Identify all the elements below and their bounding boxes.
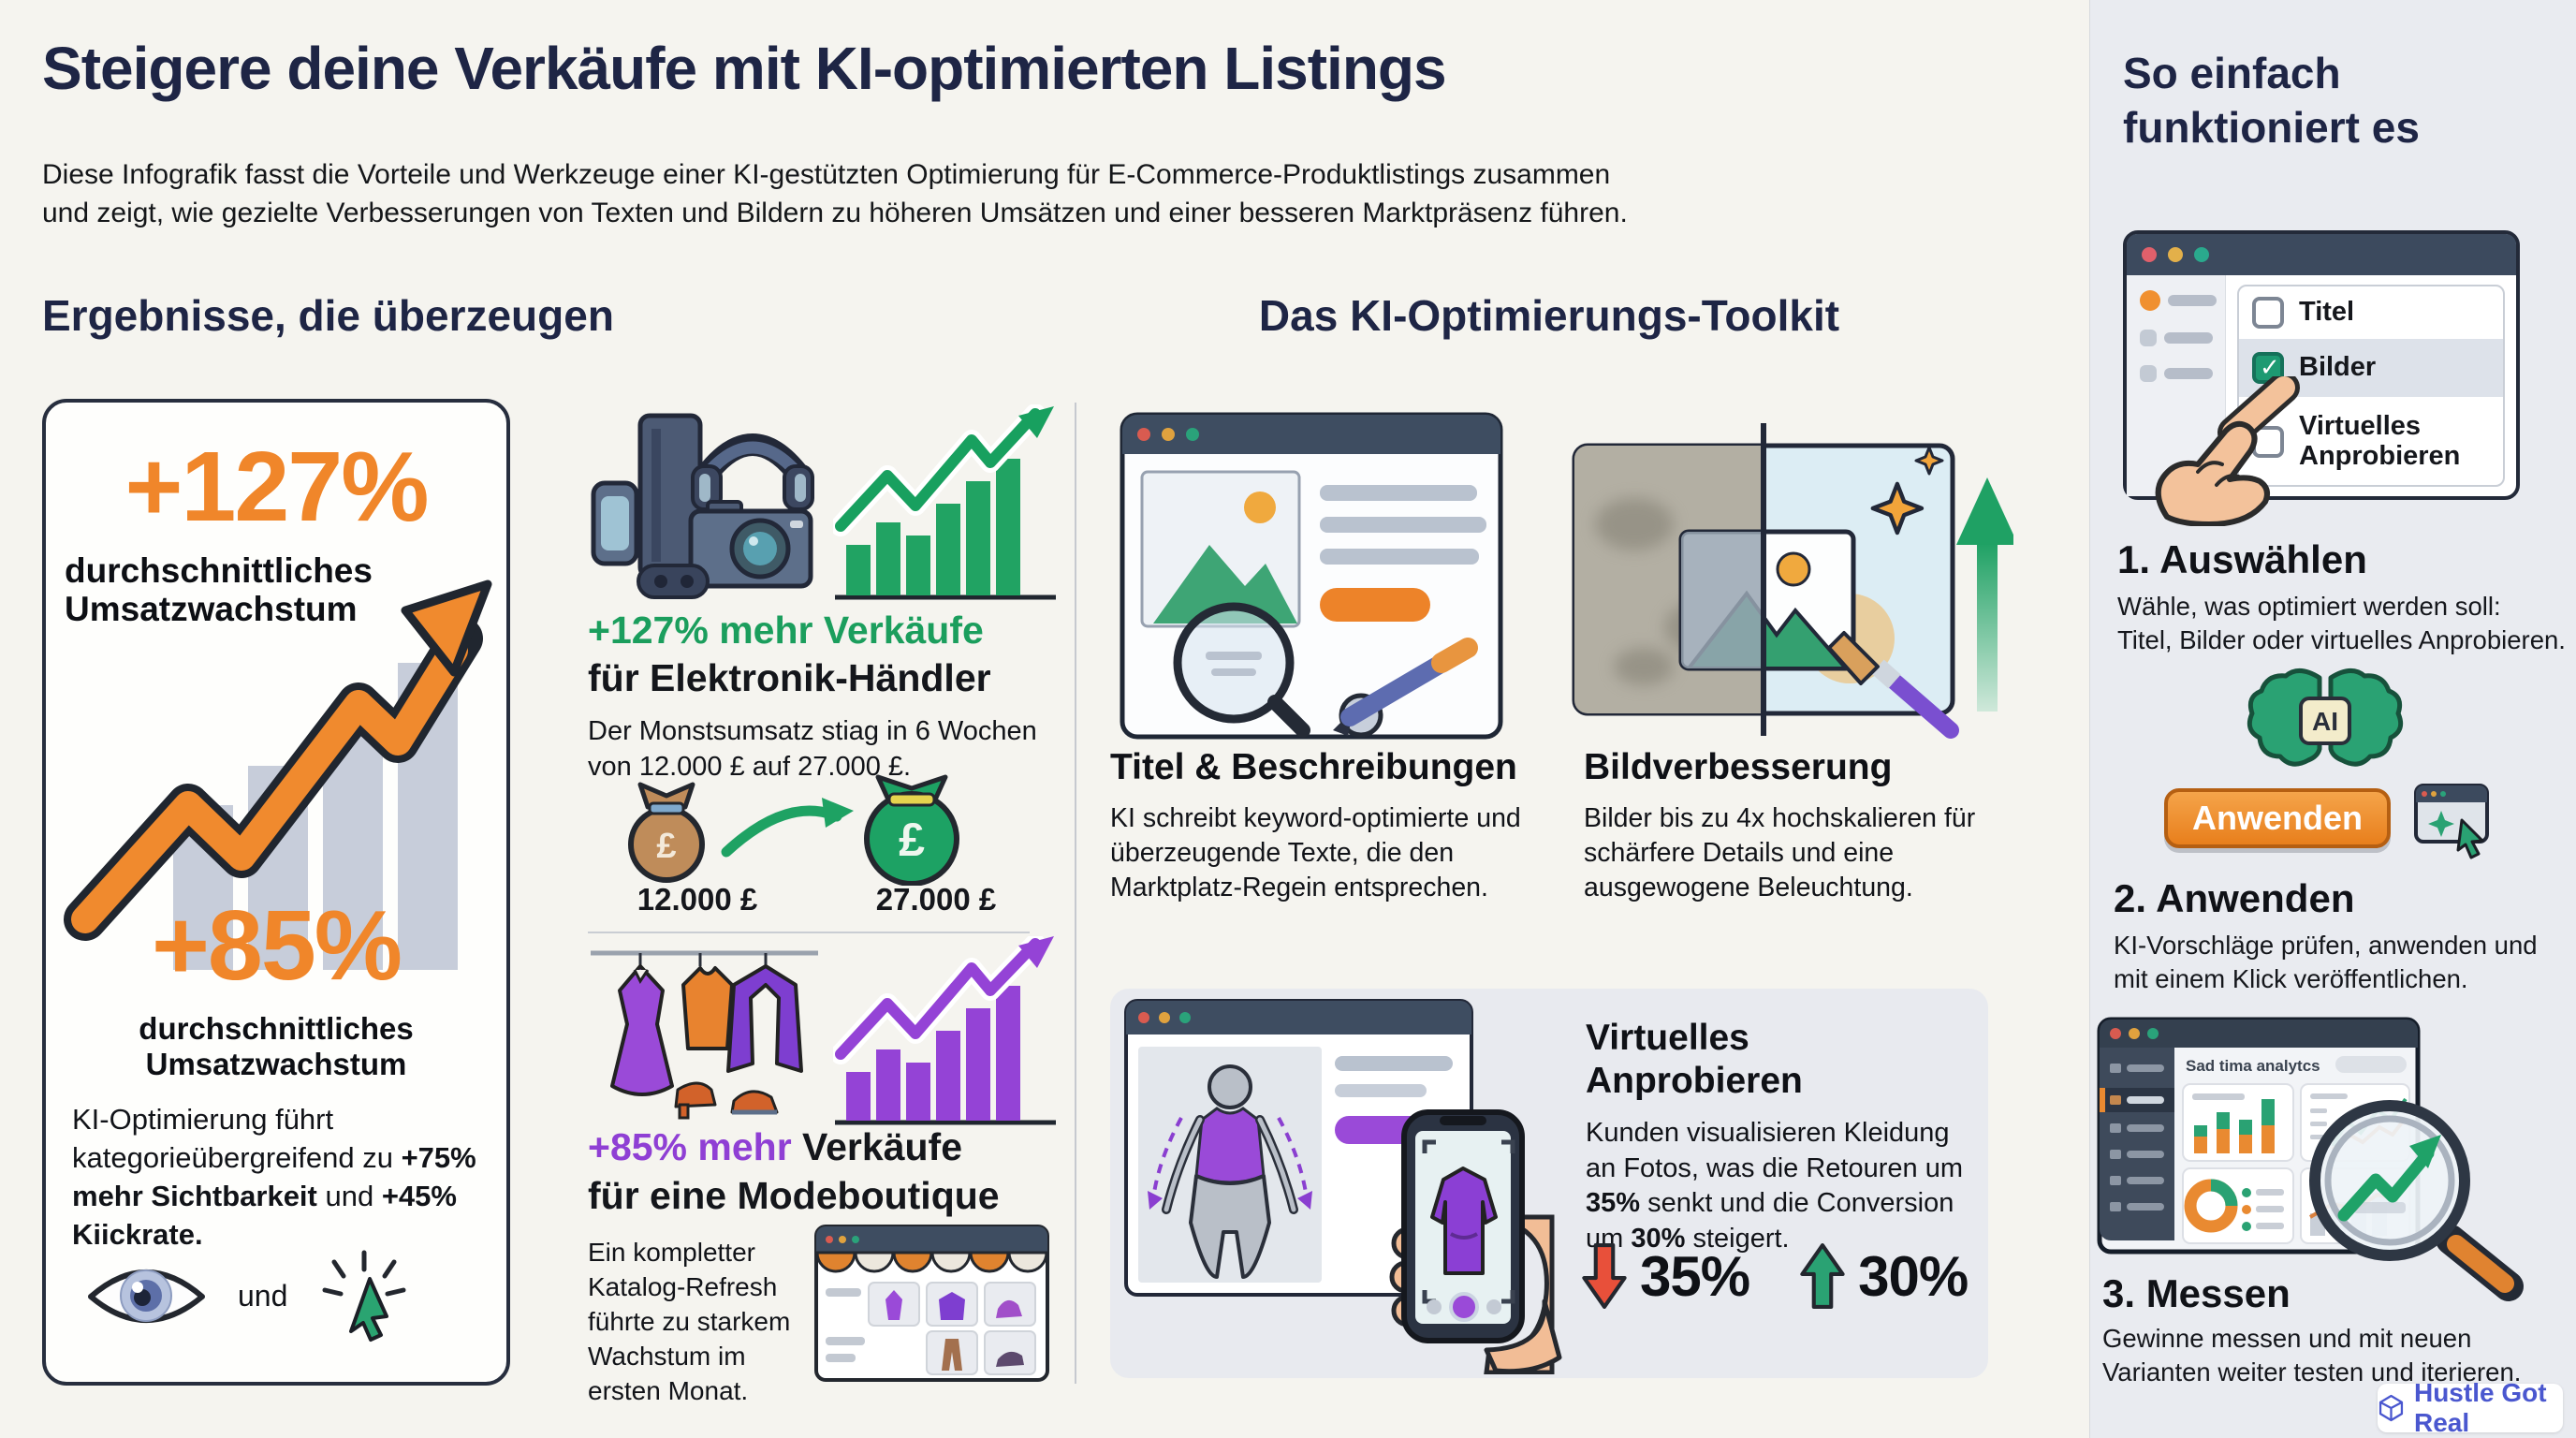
step3-body: Gewinne messen und mit neuen Varianten w… — [2102, 1324, 2522, 1387]
returns-stat: 35% — [1640, 1244, 1750, 1308]
page-subtitle: Diese Infografik fasst die Vorteile und … — [42, 159, 1628, 229]
tryon-body: Kunden visualisieren Kleidung an Fotos, … — [1586, 1118, 1963, 1255]
svg-text:£: £ — [656, 827, 676, 866]
conjunction-text: und — [238, 1279, 288, 1313]
minimize-dot-icon — [2168, 247, 2183, 262]
visibility-and-click-row: und — [83, 1247, 476, 1345]
eye-icon — [88, 1269, 205, 1323]
window-titlebar — [2127, 234, 2516, 275]
purple-growth-chart-icon — [833, 936, 1056, 1125]
electronics-gadgets-icon — [591, 413, 814, 599]
step2-title: 2. Anwenden — [2114, 876, 2355, 920]
fashion-headline-line2: für eine Modeboutique — [588, 1174, 1000, 1217]
active-item-dot-icon — [2140, 290, 2160, 311]
results-heading: Ergebnisse, die überzeugen — [42, 291, 614, 340]
listing-editor-illustration — [1120, 412, 1503, 740]
phone-in-hand-illustration — [1389, 1109, 1562, 1374]
column-divider — [1075, 403, 1076, 1384]
bag-large-label: 27.000 £ — [875, 882, 997, 917]
green-growth-chart-icon — [833, 404, 1056, 600]
svg-text:Sad tima analytcs: Sad tima analytcs — [2186, 1057, 2320, 1075]
ai-brain-icon: AI — [2247, 668, 2404, 767]
page-title: Steigere deine Verkäufe mit KI-optimiert… — [42, 35, 1447, 102]
step1-title: 1. Auswählen — [2117, 537, 2367, 581]
money-bags-growth-icon: £ £ — [628, 774, 959, 886]
titles-card-body: KI schreibt keyword-optimierte und überz… — [1110, 803, 1521, 903]
step2-body: KI-Vorschläge prüfen, anwenden und mit e… — [2114, 931, 2538, 994]
conversion-stat: 30% — [1858, 1244, 1969, 1308]
step1-body: Wähle, was optimiert werden soll: Titel,… — [2117, 592, 2566, 655]
close-dot-icon — [2142, 247, 2157, 262]
stat-card: +127% durchschnittliches Umsatzwachstum … — [42, 399, 510, 1386]
image-enhancement-illustration — [1572, 423, 2013, 739]
stat-85-label: durchschnittliches Umsatzwachstum — [139, 1011, 414, 1081]
growth-arrow-chart-icon — [64, 580, 492, 970]
maximize-dot-icon — [2194, 247, 2209, 262]
toolkit-heading: Das KI-Optimierungs-Toolkit — [1258, 291, 1840, 340]
cube-logo-icon — [2378, 1394, 2404, 1422]
down-arrow-icon — [1582, 1243, 1627, 1309]
electronics-body: Der Monstsumsatz stiag in 6 Wochen von 1… — [588, 716, 1037, 783]
brand-name: Hustle Got Real — [2413, 1378, 2547, 1437]
item-dot-icon — [2140, 365, 2157, 382]
fashion-garments-icon — [591, 950, 818, 1120]
fashion-headline: +85% mehr Verkäufe — [588, 1125, 962, 1168]
publish-window-cursor-icon — [2414, 784, 2489, 859]
select-options-window: Titel Bilder Virtuelles Anprobieren — [2123, 230, 2520, 500]
stat-card-body: KI-Optimierung führt kategorieübergreife… — [72, 1103, 476, 1251]
brand-badge: Hustle Got Real — [2378, 1378, 2563, 1437]
item-dot-icon — [2140, 330, 2157, 346]
optimization-options-list: Titel Bilder Virtuelles Anprobieren — [2237, 285, 2505, 487]
up-arrow-icon — [1800, 1243, 1845, 1309]
electronics-headline-accent: +127% mehr Verkäufe — [588, 609, 984, 652]
step3-title: 3. Messen — [2102, 1271, 2291, 1315]
tryon-title: Virtuelles Anprobieren — [1586, 1018, 1803, 1102]
titles-card-title: Titel & Beschreibungen — [1110, 747, 1517, 787]
boutique-storefront-icon — [814, 1225, 1049, 1382]
svg-text:£: £ — [899, 814, 925, 866]
magnifier-growth-icon — [2309, 1100, 2524, 1301]
sidebar-heading: So einfach funktioniert es — [2123, 49, 2420, 152]
svg-text:AI: AI — [2312, 707, 2338, 736]
bag-small-label: 12.000 £ — [637, 882, 758, 917]
checkbox-titel[interactable] — [2252, 297, 2284, 329]
stat-127-label: durchschnittliches Umsatzwachstum — [65, 551, 373, 628]
image-card-title: Bildverbesserung — [1584, 747, 1893, 787]
pointing-hand-icon — [2155, 376, 2300, 526]
tryon-stats-row: 35% 30% — [1582, 1241, 1969, 1311]
image-card-body: Bilder bis zu 4x hochskalieren für schär… — [1584, 803, 1976, 903]
electronics-headline: für Elektronik-Händler — [588, 656, 991, 699]
click-cursor-icon — [322, 1250, 406, 1342]
apply-button[interactable]: Anwenden — [2164, 788, 2391, 848]
fashion-body: Ein kompletter Katalog-Refresh führte zu… — [588, 1238, 791, 1405]
tryon-browser-illustration — [1124, 999, 1473, 1297]
stat-127-value: +127% — [124, 432, 429, 542]
results-divider — [588, 932, 1030, 933]
stat-85-value: +85% — [151, 890, 402, 1001]
option-titel[interactable]: Titel — [2239, 286, 2503, 339]
